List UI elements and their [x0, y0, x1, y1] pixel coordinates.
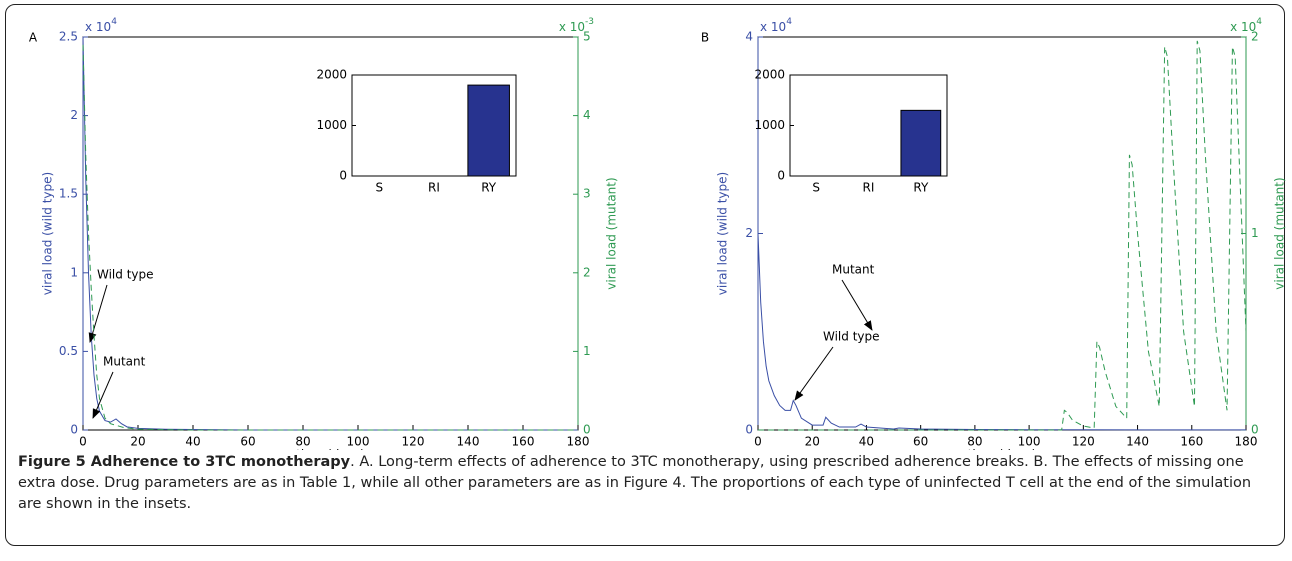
- y-tick-label: 0.5: [59, 344, 78, 358]
- axis-offset-base: x 10: [559, 20, 585, 34]
- y2-tick-label: 2: [1251, 30, 1259, 44]
- y-tick-label: 1000: [316, 118, 347, 132]
- y-tick-label: 0: [70, 423, 78, 437]
- x-tick-label: RI: [863, 181, 875, 195]
- annotation-arrow: [92, 371, 114, 419]
- figure-frame: [5, 4, 1285, 546]
- x-tick-label: 140: [457, 435, 480, 449]
- y2-tick-label: 0: [1251, 423, 1259, 437]
- axis-offset-base: x 10: [85, 20, 111, 34]
- y-tick-label: 0: [777, 169, 785, 183]
- y-tick-label: 1000: [754, 118, 785, 132]
- axis-offset-base: x 10: [1230, 20, 1256, 34]
- y-tick-label: 2: [745, 226, 753, 240]
- caption-text: . A. Long-term effects of adherence to 3…: [18, 454, 1252, 512]
- x-tick-label: 20: [130, 435, 145, 449]
- chart: A0 20 40 60 80 100 120 140 160 18000.511.522.5012…: [29, 17, 1287, 451]
- x-tick-label: 40: [185, 435, 200, 449]
- series-line: [82, 36, 578, 431]
- axis-offset-exponent: 4: [786, 17, 792, 27]
- y2-tick-label: 1: [1251, 226, 1259, 240]
- x-tick-label: 120: [402, 435, 425, 449]
- x-tick-label: 160: [1180, 435, 1203, 449]
- y-tick-label: 1.5: [59, 187, 78, 201]
- axis-offset: x 10-3: [559, 17, 594, 34]
- series-line: [758, 40, 1247, 431]
- x-tick-label: 60: [913, 435, 928, 449]
- x-tick-label: 120: [1072, 435, 1095, 449]
- x-tick-label: RY: [481, 181, 497, 195]
- y2-tick-label: 1: [583, 344, 591, 358]
- bar: [467, 84, 510, 177]
- y2-tick-label: 5: [583, 30, 591, 44]
- caption-title: Figure 5 Adherence to 3TC monotherapy: [18, 454, 351, 470]
- y2-tick-label: 3: [583, 187, 591, 201]
- y-tick-label: 2: [70, 108, 78, 122]
- x-tick-label: 100: [1018, 435, 1041, 449]
- x-tick-label: RY: [913, 181, 929, 195]
- y2-tick-label: 2: [583, 265, 591, 279]
- axis-offset: x 104: [1230, 17, 1262, 34]
- y-tick-label: 2000: [754, 68, 785, 82]
- annotation: Wild type: [823, 330, 880, 344]
- axis-offset-exponent: 4: [111, 17, 117, 27]
- annotation: Mutant: [832, 263, 875, 277]
- annotation-arrow: [88, 284, 108, 343]
- x-tick-label: 180: [567, 435, 590, 449]
- x-tick-label: 40: [859, 435, 874, 449]
- axis-offset: x 104: [85, 17, 117, 34]
- axis-offset-base: x 10: [760, 20, 786, 34]
- y2-tick-label: 0: [583, 423, 591, 437]
- x-tick-label: S: [376, 181, 384, 195]
- y-axis-label: viral load (wild type): [41, 172, 55, 295]
- annotation: Wild type: [97, 268, 154, 282]
- x-tick-label: 100: [347, 435, 370, 449]
- x-tick-label: RI: [428, 181, 440, 195]
- x-axis-label: time (days): [296, 448, 365, 451]
- x-tick-label: 20: [805, 435, 820, 449]
- y2-axis-label: viral load (mutant): [1273, 177, 1287, 289]
- y-tick-label: 0: [745, 423, 753, 437]
- y2-axis-label: viral load (mutant): [605, 177, 619, 289]
- x-tick-label: 60: [240, 435, 255, 449]
- annotation-arrow: [794, 346, 834, 401]
- panel-label: B: [701, 31, 709, 45]
- annotation-arrow: [841, 279, 873, 331]
- axis-offset-exponent: 4: [1256, 17, 1262, 27]
- x-tick-label: 0: [79, 435, 87, 449]
- x-tick-label: 80: [295, 435, 310, 449]
- axis-offset: x 104: [760, 17, 792, 34]
- x-tick-label: 140: [1126, 435, 1149, 449]
- series-line: [757, 233, 1247, 431]
- x-tick-label: 0: [754, 435, 762, 449]
- caption: Figure 5 Adherence to 3TC monotherapy. A…: [18, 452, 1273, 515]
- x-tick-label: 160: [512, 435, 535, 449]
- annotation: Mutant: [103, 355, 146, 369]
- x-tick-label: S: [812, 181, 820, 195]
- y2-tick-label: 4: [583, 108, 591, 122]
- y-tick-label: 2.5: [59, 30, 78, 44]
- series-line: [82, 44, 578, 431]
- axis-offset-exponent: -3: [585, 17, 594, 27]
- bar: [900, 109, 942, 177]
- y-tick-label: 1: [70, 265, 78, 279]
- panel-label: A: [29, 31, 38, 45]
- x-tick-label: 180: [1235, 435, 1258, 449]
- y-tick-label: 4: [745, 30, 753, 44]
- x-axis-label: time (days): [968, 448, 1037, 451]
- y-tick-label: 2000: [316, 68, 347, 82]
- x-tick-label: 80: [967, 435, 982, 449]
- y-tick-label: 0: [339, 169, 347, 183]
- y-axis-label: viral load (wild type): [716, 172, 730, 295]
